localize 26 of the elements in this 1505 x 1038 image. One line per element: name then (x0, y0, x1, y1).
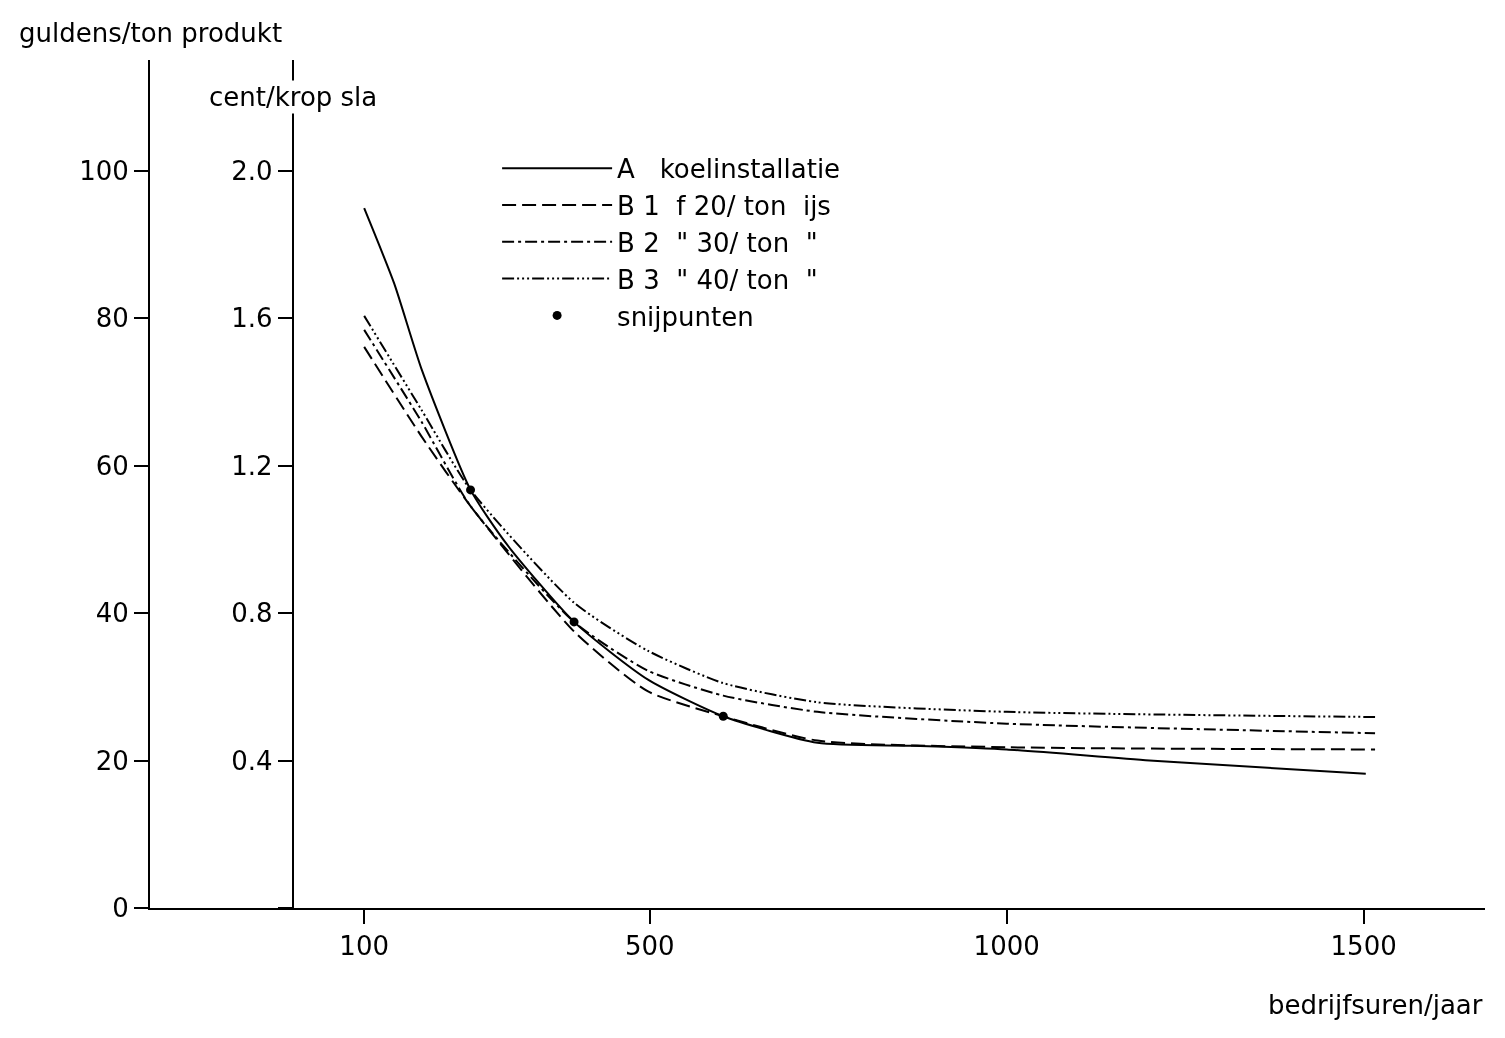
x-tick-label: 500 (624, 931, 675, 962)
point (466, 485, 476, 495)
y2-tick-label: 2.0 (231, 155, 273, 186)
y-tick-label: 0 (112, 893, 129, 924)
x-tick-label: 1500 (1330, 931, 1397, 962)
point (718, 711, 728, 721)
y-tick-label: 20 (95, 745, 129, 776)
y-tick-label: 80 (95, 303, 129, 334)
y-axis-title: guldens/ton produkt (19, 18, 283, 48)
y2-tick-label: 0.8 (231, 598, 273, 629)
y2-tick-label: 1.6 (231, 303, 273, 334)
point (569, 617, 579, 627)
y2-axis-title: cent/krop sla (209, 82, 378, 112)
legend-label: snijpunten (617, 301, 754, 332)
legend-label: A koelinstallatie (617, 154, 841, 185)
legend-label: B 2 " 30/ ton " (617, 227, 818, 258)
x-tick-label: 100 (339, 931, 389, 962)
legend-label: B 3 " 40/ ton " (617, 264, 818, 295)
x-axis-title: bedrijfsuren/jaar (1268, 990, 1483, 1020)
y-tick-label: 40 (95, 598, 129, 629)
y2-tick-label: 1.2 (231, 450, 273, 481)
y-tick-label: 100 (79, 155, 129, 186)
legend-label: B 1 f 20/ ton ijs (617, 191, 831, 222)
y-tick-label: 60 (95, 450, 129, 481)
x-tick-label: 1000 (973, 931, 1040, 962)
y2-tick-label: 0.4 (231, 745, 273, 776)
